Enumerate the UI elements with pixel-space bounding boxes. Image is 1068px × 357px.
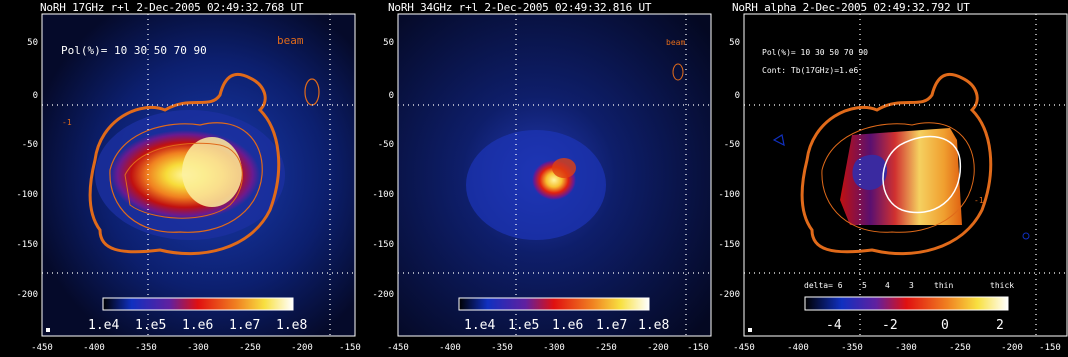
panel-title: NoRH 17GHz r+l 2-Dec-2005 02:49:32.768 U… (40, 1, 304, 14)
y-tick: 0 (32, 91, 38, 101)
colorbar (458, 297, 650, 311)
map-34ghz (397, 13, 712, 337)
beam-label: beam (666, 38, 686, 47)
x-tick: -350 (135, 343, 157, 353)
y-tick: 0 (388, 91, 394, 101)
colorbar-tick: 1.e4 (464, 318, 496, 333)
colorbar-tick: 1.e4 (88, 318, 120, 333)
alpha-scale-label: delta= 6 (804, 281, 843, 290)
panel-34ghz: NoRH 34GHz r+l 2-Dec-2005 02:49:32.816 U… (356, 0, 712, 357)
y-tick: -50 (723, 140, 740, 150)
panel-title: NoRH alpha 2-Dec-2005 02:49:32.792 UT (732, 1, 970, 14)
panel-title: NoRH 34GHz r+l 2-Dec-2005 02:49:32.816 U… (388, 1, 652, 14)
y-tick: 50 (729, 38, 740, 48)
y-tick: -50 (21, 140, 38, 150)
contour-label: -1 (62, 118, 72, 127)
colorbar-tick: 1.e8 (276, 318, 308, 333)
x-tick: -450 (31, 343, 53, 353)
map-alpha (743, 13, 1068, 337)
x-tick: -200 (647, 343, 669, 353)
x-tick: -400 (787, 343, 809, 353)
y-tick: -100 (16, 190, 38, 200)
colorbar-tick: 1.e6 (182, 318, 214, 333)
panel-alpha: NoRH alpha 2-Dec-2005 02:49:32.792 UT (712, 0, 1068, 357)
alpha-scale-label: 4 (885, 281, 890, 290)
x-tick: -400 (83, 343, 105, 353)
y-tick: -50 (377, 140, 394, 150)
colorbar-tick: 2 (996, 318, 1004, 333)
x-tick: -150 (1039, 343, 1061, 353)
y-tick: -200 (372, 290, 394, 300)
y-tick: -100 (372, 190, 394, 200)
contour-white (882, 135, 961, 214)
colorbar (804, 296, 1009, 311)
x-tick: -150 (339, 343, 361, 353)
x-tick: -450 (387, 343, 409, 353)
x-tick: -300 (543, 343, 565, 353)
colorbar-tick: -2 (882, 318, 898, 333)
alpha-region (840, 128, 962, 225)
alpha-scale-label: 5 (862, 281, 867, 290)
panel-17ghz: NoRH 17GHz r+l 2-Dec-2005 02:49:32.768 U… (0, 0, 361, 357)
x-tick: -450 (733, 343, 755, 353)
x-tick: -250 (595, 343, 617, 353)
alpha-scale-label: thick (990, 281, 1015, 290)
colorbar-tick: 1.e5 (508, 318, 540, 333)
colorbar (102, 297, 294, 311)
x-tick: -300 (187, 343, 209, 353)
contour-label: -1 (974, 196, 984, 205)
colorbar-tick: -4 (826, 318, 842, 333)
map-17ghz (41, 13, 356, 337)
y-tick: -150 (718, 240, 740, 250)
y-tick: -200 (16, 290, 38, 300)
alpha-scale-label: thin (934, 281, 954, 290)
y-tick: -100 (718, 190, 740, 200)
y-tick: -200 (718, 290, 740, 300)
colorbar-tick: 0 (941, 318, 949, 333)
beam-ellipse (672, 63, 684, 81)
x-tick: -350 (841, 343, 863, 353)
y-tick: 50 (27, 38, 38, 48)
x-tick: -400 (439, 343, 461, 353)
colorbar-tick: 1.e7 (229, 318, 261, 333)
x-tick: -300 (895, 343, 917, 353)
polarization-note: Pol(%)= 10 30 50 70 90 (61, 44, 207, 57)
x-tick: -200 (1001, 343, 1023, 353)
colorbar-tick: 1.e7 (596, 318, 628, 333)
x-tick: -250 (239, 343, 261, 353)
y-tick: -150 (372, 240, 394, 250)
alpha-scale-label: 3 (909, 281, 914, 290)
x-tick: -150 (687, 343, 709, 353)
y-tick: -150 (16, 240, 38, 250)
x-tick: -250 (949, 343, 971, 353)
polarization-note: Pol(%)= 10 30 50 70 90 (762, 48, 868, 57)
colorbar-tick: 1.e6 (552, 318, 584, 333)
colorbar-tick: 1.e5 (135, 318, 167, 333)
y-tick: 0 (734, 91, 740, 101)
contour-note: Cont: Tb(17GHz)=1.e6 (762, 66, 859, 75)
colorbar-tick: 1.e8 (638, 318, 670, 333)
y-tick: 50 (383, 38, 394, 48)
x-tick: -200 (291, 343, 313, 353)
beam-label: beam (277, 34, 304, 47)
x-tick: -350 (491, 343, 513, 353)
